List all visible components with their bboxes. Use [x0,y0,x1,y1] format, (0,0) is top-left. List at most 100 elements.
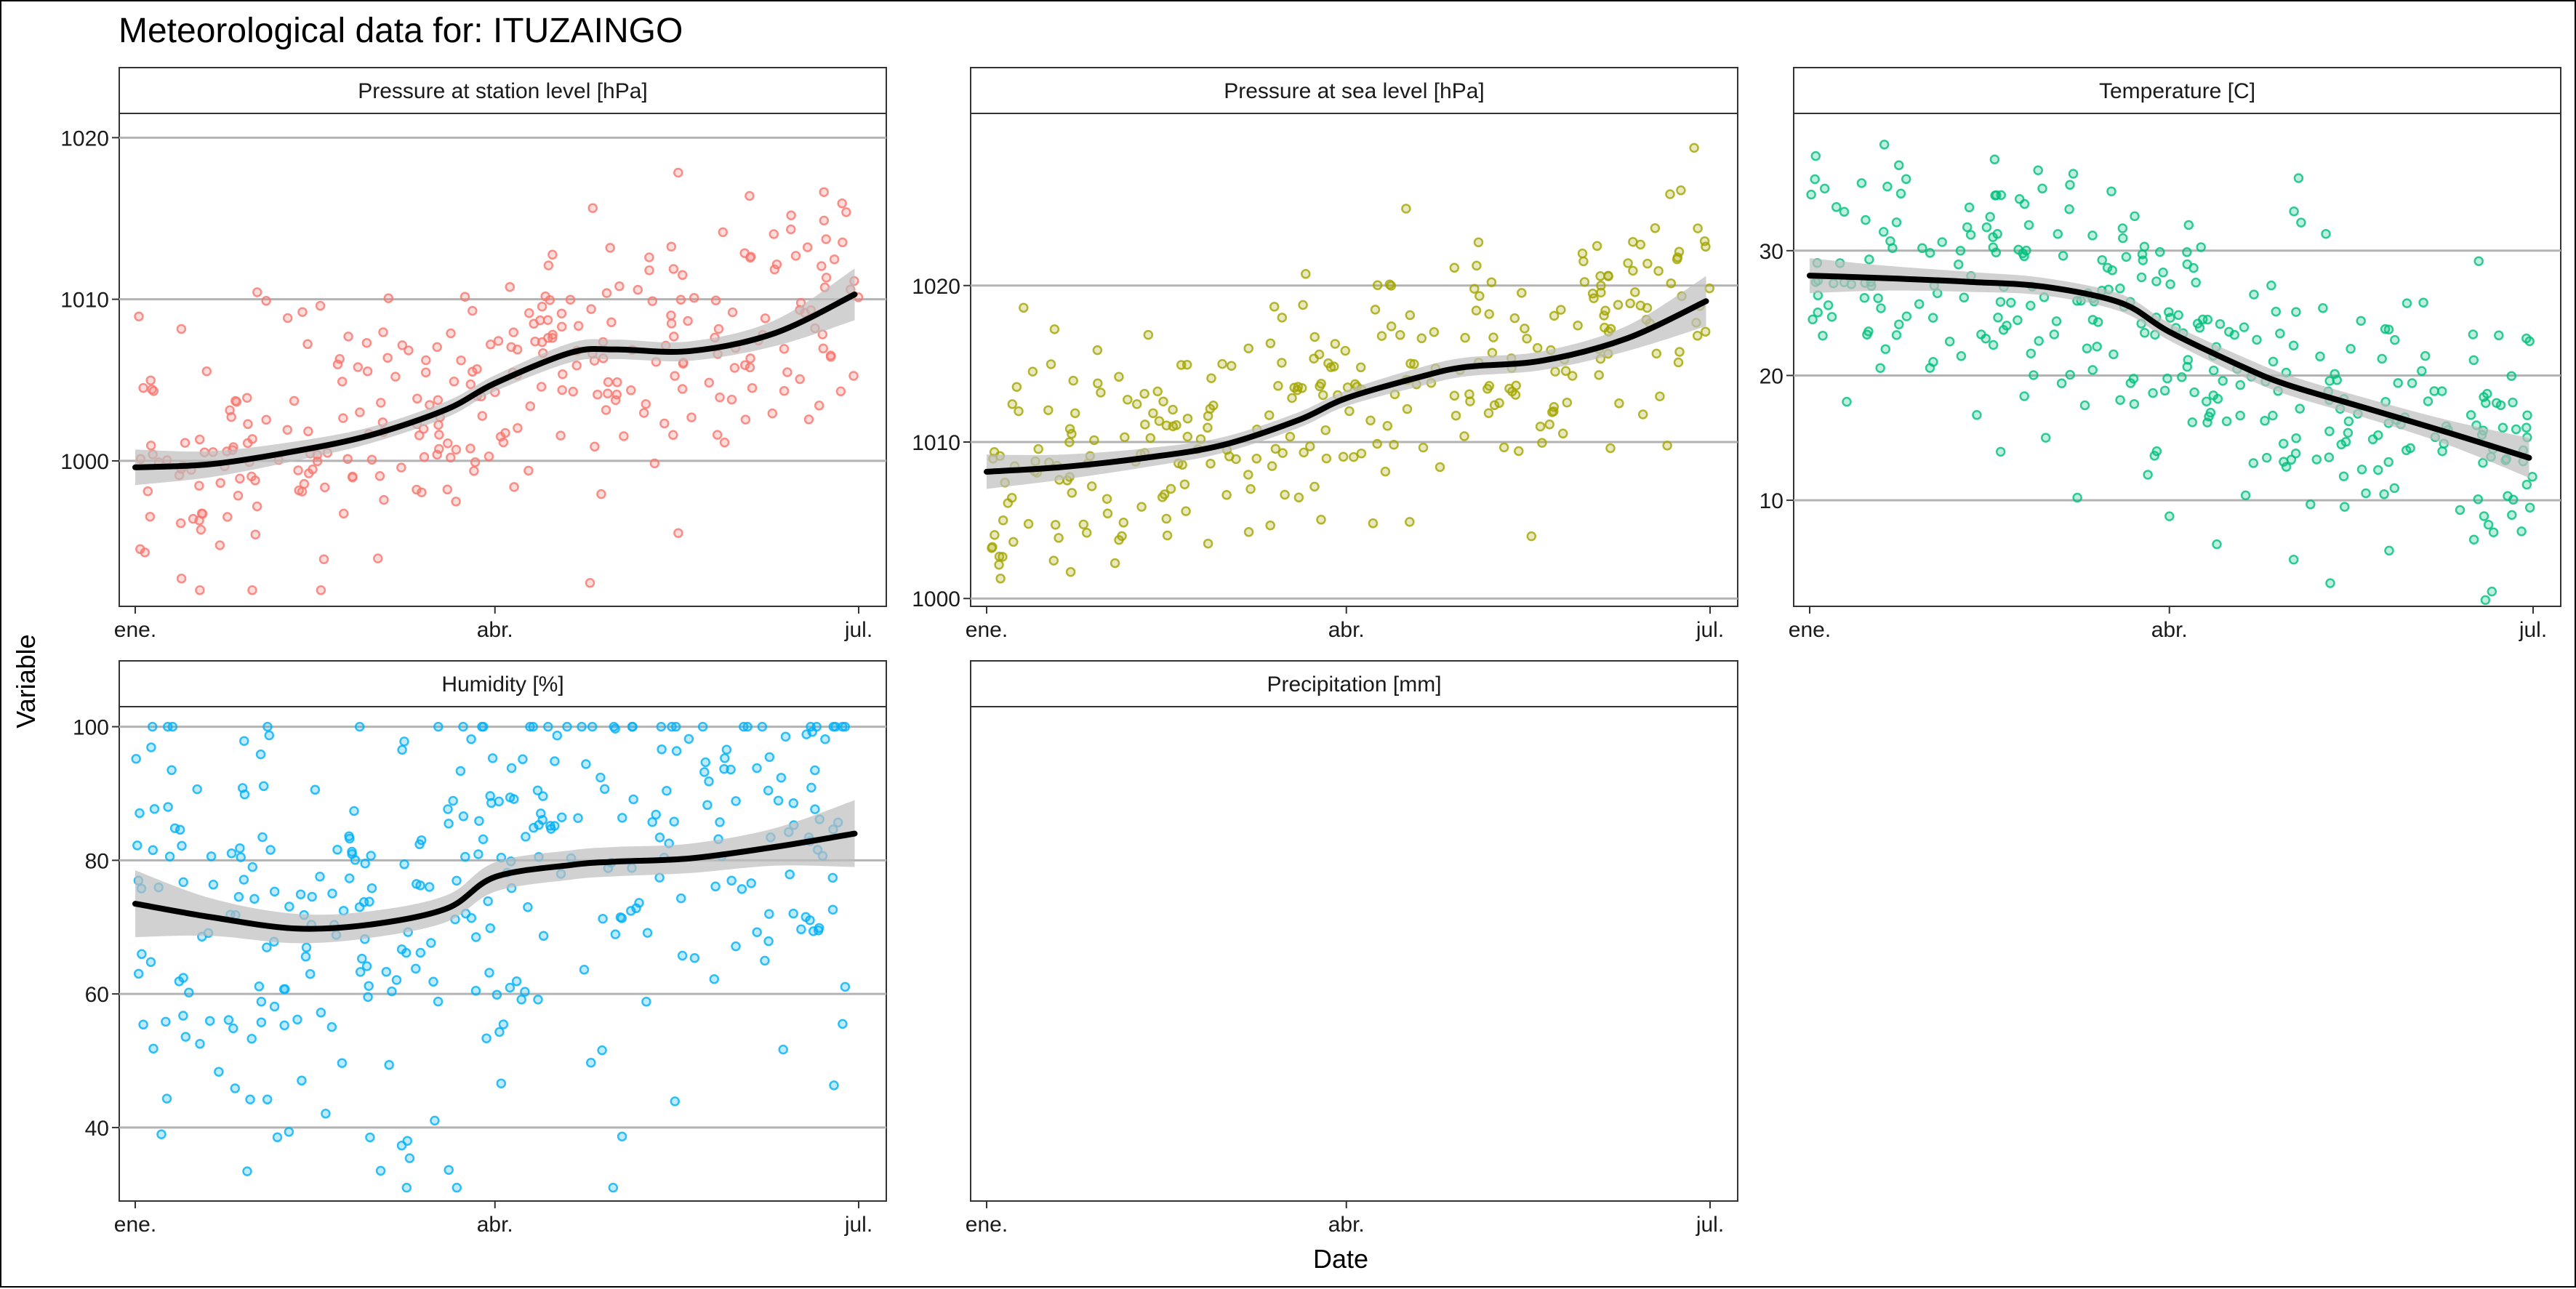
data-point [838,237,848,248]
y-tick-label: 20 [1760,364,1783,388]
data-point [608,1182,619,1193]
data-point [443,804,453,814]
data-point [525,721,535,732]
data-point [2079,400,2090,411]
data-point [666,318,677,329]
data-point [353,362,364,372]
data-point [161,1093,172,1104]
data-point [184,987,194,997]
data-point [2183,220,2194,230]
data-point [525,401,536,411]
data-point [1027,366,1038,377]
data-point [1484,309,1494,319]
data-point [1560,366,1571,377]
data-point [2115,284,2125,294]
data-point [2139,328,2150,338]
data-point [579,965,590,975]
data-point [710,295,721,305]
data-point [2405,443,2415,454]
data-point [2212,539,2222,550]
data-point [465,379,476,390]
data-point [376,398,386,408]
data-point [1102,494,1112,504]
data-point [2165,279,2175,289]
data-point [659,418,670,429]
data-point [1595,271,1605,281]
data-point [1483,408,1494,419]
data-point [601,288,612,298]
data-point [1655,391,1665,401]
data-point [597,1045,607,1056]
data-point [344,831,354,841]
data-point [1875,363,1885,373]
x-tick-label: ene. [1789,618,1831,642]
data-point [2235,410,2245,421]
data-point [1316,515,1326,525]
data-point [404,345,414,356]
data-point [1355,362,1366,373]
data-point [1384,279,1395,289]
data-point [760,955,770,966]
data-point [426,938,436,948]
data-point [1862,329,1872,340]
data-point [2019,391,2029,401]
data-point [1329,361,1339,372]
data-point [2343,427,2354,438]
data-point [667,721,677,732]
data-point [1114,372,1124,382]
data-point [1596,287,1606,298]
data-point [415,947,426,958]
data-point [1168,421,1179,432]
data-point [235,473,245,484]
data-point [1243,343,1253,353]
data-point [2437,446,2447,457]
data-point [538,791,548,801]
data-point [1856,178,1867,188]
data-point [1372,438,1382,449]
data-point [338,413,348,423]
data-point [763,936,774,947]
data-point [487,753,498,763]
data-point [1179,479,1190,489]
data-point [731,941,741,952]
x-tick-label: abr. [1328,1213,1365,1237]
data-point [803,414,814,425]
data-point [1995,446,2006,457]
data-point [1537,438,1547,448]
data-point [262,721,273,732]
data-point [747,382,758,393]
data-point [1145,433,1156,443]
data-point [1338,451,1349,462]
data-point [752,927,762,937]
data-point [769,229,779,239]
data-point [2356,465,2367,475]
data-point [138,1019,148,1030]
data-point [145,375,156,385]
data-point [603,377,614,387]
data-point [596,489,606,499]
data-point [1459,431,1469,441]
data-point [1365,415,1376,426]
data-point [1370,305,1381,315]
data-point [1340,345,1351,356]
data-point [586,1057,596,1068]
data-point [2377,353,2387,364]
data-point [614,281,625,292]
data-point [420,367,431,378]
data-point [677,270,688,281]
data-point [1831,202,1842,212]
data-point [647,296,658,306]
data-point [729,363,740,373]
y-tick-label: 10 [1760,489,1783,513]
data-point [641,997,651,1007]
data-point [470,457,481,467]
data-point [1205,403,1216,414]
data-point [1320,425,1331,435]
data-point [402,1136,413,1146]
data-point [412,879,422,889]
data-point [208,880,219,890]
data-point [262,1094,273,1105]
data-point [456,355,466,366]
data-point [1460,332,1470,343]
